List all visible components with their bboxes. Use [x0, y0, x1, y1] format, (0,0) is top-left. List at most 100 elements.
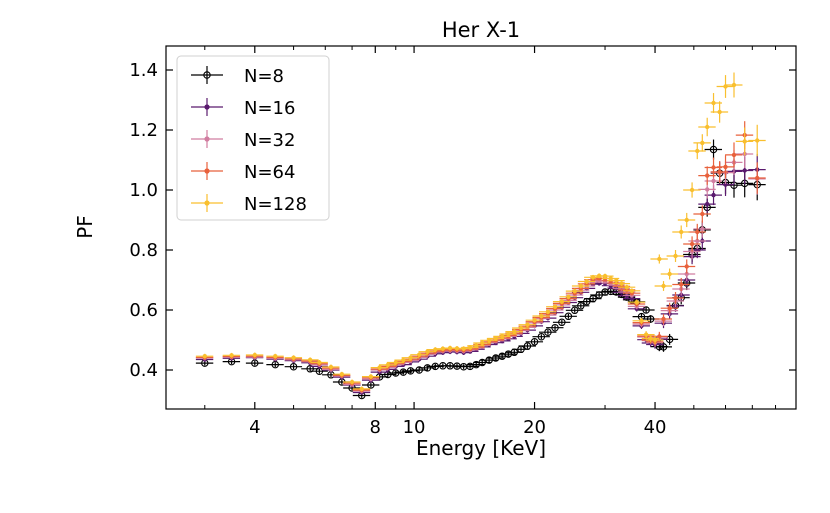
point-4-37	[552, 304, 558, 309]
point-4-65	[705, 124, 710, 130]
point-2-65	[705, 187, 710, 192]
legend-marker-4	[204, 200, 210, 206]
y-tick-label-3: 1.0	[129, 180, 158, 201]
point-4-58	[667, 271, 672, 277]
point-0-16	[406, 367, 415, 375]
point-4-60	[679, 229, 684, 235]
point-3-65	[705, 173, 710, 178]
point-0-26	[478, 358, 486, 367]
point-4-36	[545, 309, 551, 314]
point-3-60	[679, 282, 684, 287]
x-tick-label-3: 20	[523, 417, 546, 438]
point-0-35	[537, 332, 546, 341]
x-axis-label: Energy [KeV]	[416, 436, 546, 460]
point-4-70	[742, 139, 747, 144]
point-4-18	[425, 349, 430, 354]
point-4-7	[328, 364, 334, 370]
point-4-71	[755, 138, 760, 143]
point-3-56	[657, 334, 662, 339]
point-4-9	[349, 379, 355, 385]
legend-label-0: N=8	[244, 66, 284, 87]
point-3-58	[667, 306, 672, 311]
point-4-13	[385, 362, 391, 368]
point-4-27	[486, 338, 492, 343]
point-0-37	[551, 323, 559, 332]
point-4-24	[467, 345, 473, 350]
point-2-64	[700, 226, 705, 232]
point-4-16	[408, 355, 413, 360]
point-4-0	[202, 354, 207, 359]
point-4-52	[639, 318, 644, 323]
point-4-17	[417, 352, 422, 357]
point-4-59	[673, 253, 678, 259]
point-3-61	[684, 264, 689, 269]
y-tick-label-1: 0.6	[129, 300, 158, 321]
point-4-55	[652, 337, 658, 343]
series-layer	[195, 72, 766, 400]
point-3-68	[723, 164, 728, 170]
point-4-28	[493, 336, 498, 341]
point-0-39	[564, 312, 573, 321]
y-tick-label-2: 0.8	[129, 240, 158, 261]
point-4-41	[578, 283, 584, 289]
chart-title: Her X-1	[442, 18, 520, 42]
legend-box	[176, 55, 330, 221]
point-1-50	[629, 296, 635, 301]
point-4-14	[393, 360, 398, 365]
point-0-40	[570, 306, 579, 315]
y-tick-label-0: 0.4	[129, 360, 158, 381]
point-0-27	[485, 356, 493, 364]
point-0-53	[642, 306, 650, 314]
point-3-63	[695, 229, 700, 235]
point-4-30	[506, 331, 511, 337]
point-4-32	[518, 325, 524, 331]
legend-marker-3	[204, 168, 210, 174]
point-4-8	[339, 372, 345, 377]
point-4-61	[684, 217, 689, 223]
point-0-33	[523, 342, 532, 350]
y-tick-label-5: 1.4	[129, 60, 158, 81]
point-4-51	[634, 300, 639, 305]
point-3-59	[673, 295, 678, 301]
point-4-6	[317, 360, 322, 365]
point-3-71	[755, 175, 760, 181]
point-4-10	[359, 386, 364, 392]
point-4-4	[291, 355, 296, 360]
plot-frame	[165, 45, 797, 410]
point-4-50	[629, 288, 635, 293]
point-4-67	[717, 109, 722, 115]
point-1-66	[711, 192, 716, 198]
legend-label-2: N=32	[244, 130, 295, 151]
point-4-3	[273, 354, 278, 359]
point-0-66	[709, 145, 718, 154]
point-2-61	[684, 271, 689, 277]
point-2-66	[711, 178, 716, 184]
point-3-67	[717, 169, 722, 175]
point-3-62	[689, 241, 695, 247]
point-4-42	[584, 279, 589, 284]
legend-marker-0	[203, 71, 211, 79]
point-4-45	[602, 273, 608, 279]
point-0-4	[289, 362, 298, 371]
point-4-12	[377, 365, 382, 370]
x-tick-label-2: 10	[403, 417, 426, 438]
point-0-15	[399, 368, 408, 376]
point-4-66	[711, 100, 716, 106]
y-axis-label: PF	[73, 215, 97, 239]
point-0-54	[646, 315, 655, 323]
x-tick-label-0: 4	[249, 417, 260, 438]
point-3-64	[700, 211, 705, 217]
point-4-49	[624, 285, 629, 290]
series-4	[195, 72, 766, 392]
point-3-66	[711, 165, 716, 170]
point-4-33	[525, 322, 530, 327]
point-4-38	[559, 299, 565, 304]
point-4-31	[512, 329, 517, 334]
point-1-70	[742, 168, 747, 173]
point-4-47	[614, 278, 619, 283]
point-0-5	[306, 365, 314, 373]
point-4-11	[368, 374, 374, 379]
point-4-1	[229, 353, 234, 358]
point-0-57	[659, 343, 668, 351]
